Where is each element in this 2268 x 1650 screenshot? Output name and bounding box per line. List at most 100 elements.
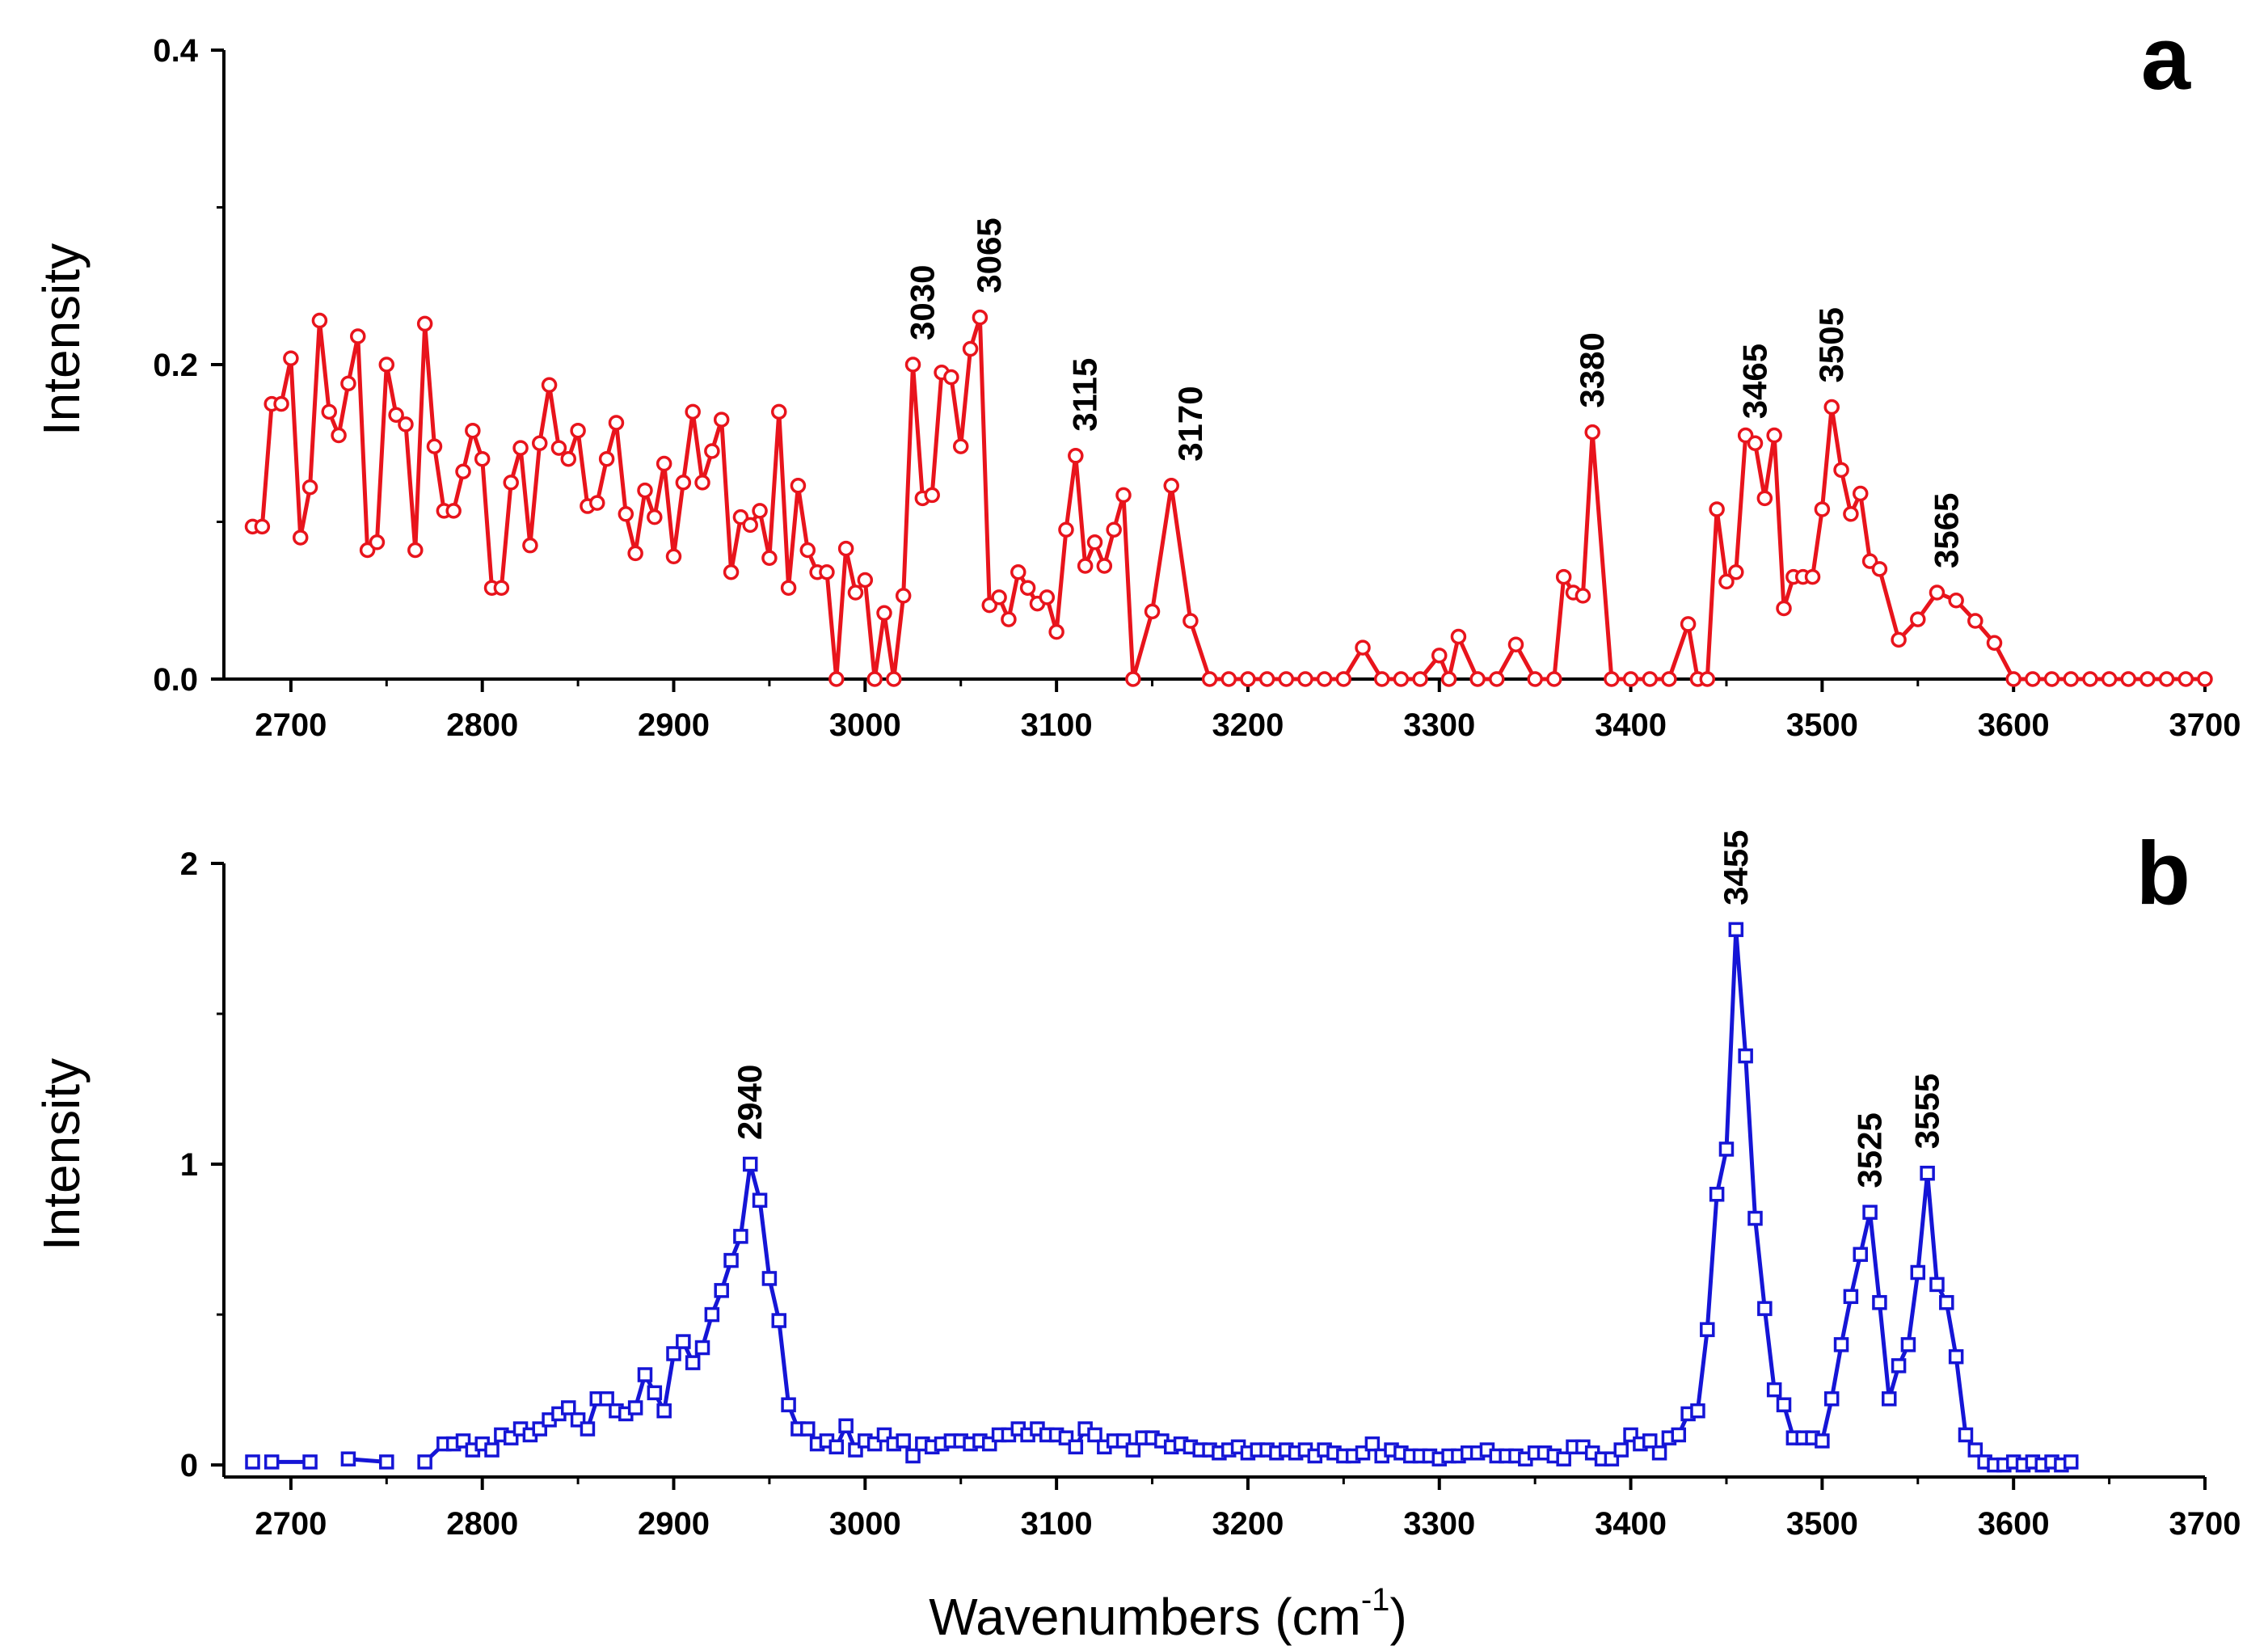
panel-b-x-tick-label: 3500 bbox=[1786, 1506, 1858, 1542]
panel-b-data-point bbox=[302, 1454, 318, 1470]
panel-b-data-point bbox=[1642, 1433, 1658, 1449]
panel-a-data-point bbox=[512, 440, 529, 456]
panel-a-x-tick-label: 3100 bbox=[1021, 707, 1093, 743]
panel-b-x-tick-label: 3300 bbox=[1403, 1506, 1475, 1542]
panel-a-data-point bbox=[1891, 631, 1907, 648]
panel-a-x-tick-label: 3600 bbox=[1978, 707, 2050, 743]
panel-a-data-point bbox=[627, 545, 643, 562]
panel-b-data-point bbox=[1958, 1427, 1974, 1443]
panel-b-data-point bbox=[771, 1313, 787, 1328]
panel-a-data-point bbox=[647, 509, 663, 525]
panel-b-x-tick-label: 3100 bbox=[1021, 1506, 1093, 1542]
panel-a-data-point bbox=[1010, 563, 1027, 580]
panel-b-data-point bbox=[714, 1283, 729, 1298]
panel-a-data-point bbox=[503, 475, 519, 491]
panel-a-data-point bbox=[474, 450, 491, 467]
panel-a-data-point bbox=[388, 407, 404, 423]
panel-b-data-point bbox=[1920, 1165, 1935, 1181]
panel-b-data-point bbox=[723, 1252, 739, 1268]
panel-a-data-point bbox=[493, 580, 510, 596]
panel-a-data-point bbox=[1604, 671, 1620, 687]
panel-b-data-point bbox=[742, 1156, 758, 1172]
panel-b-data-point bbox=[800, 1421, 816, 1437]
panel-b-data-point bbox=[1862, 1205, 1878, 1220]
panel-b-data-point bbox=[1900, 1337, 1916, 1352]
panel-a-data-point bbox=[991, 589, 1007, 606]
panel-a-data-point bbox=[1106, 521, 1122, 538]
panel-a-data-point bbox=[1115, 487, 1132, 504]
panel-a-data-point bbox=[1019, 580, 1036, 596]
panel-a-data-point bbox=[1546, 671, 1562, 687]
panel-b-data-point bbox=[1853, 1247, 1868, 1262]
panel-b-data-point bbox=[1690, 1403, 1705, 1419]
panel-a-data-point bbox=[819, 563, 835, 580]
panel-a-data-point bbox=[656, 455, 672, 472]
panel-a-data-point bbox=[1661, 671, 1677, 687]
panel-b-data-point bbox=[896, 1433, 911, 1449]
panel-a-data-point bbox=[1201, 671, 1218, 687]
panel-a-data-point bbox=[340, 375, 356, 392]
panel-a-y-tick-label: 0.2 bbox=[153, 348, 198, 383]
panel-b-data-point bbox=[666, 1346, 681, 1361]
panel-a-data-point bbox=[1699, 671, 1716, 687]
panel-a-data-point bbox=[1814, 501, 1831, 517]
panel-a-data-point bbox=[665, 548, 682, 565]
panel-a-chart: Intensity a 2700 2800 2900 3000 3100 3200 3300… bbox=[32, 9, 2241, 743]
panel-a-data-point bbox=[1507, 636, 1524, 652]
panel-a-data-point bbox=[1440, 671, 1457, 687]
panel-a-data-point bbox=[1776, 600, 1792, 617]
panel-a-data-point bbox=[675, 475, 692, 491]
panel-a-data-point bbox=[962, 340, 979, 357]
panel-a-x-tick-label: 2800 bbox=[446, 707, 518, 743]
panel-b-data-point bbox=[1757, 1301, 1773, 1316]
panel-a-data-point bbox=[321, 403, 337, 420]
panel-a-data-point bbox=[1833, 462, 1849, 479]
panel-a-data-point bbox=[704, 443, 720, 459]
panel-a-data-point bbox=[1642, 671, 1658, 687]
panel-a-data-point bbox=[2043, 671, 2060, 687]
panel-a-data-point bbox=[618, 506, 634, 522]
panel-a-data-point bbox=[799, 542, 816, 559]
panel-a-data-point bbox=[1258, 671, 1275, 687]
panel-a-data-point bbox=[1469, 671, 1486, 687]
panel-b-data-point bbox=[1766, 1382, 1782, 1398]
panel-a-data-point bbox=[1278, 671, 1295, 687]
panel-a-x-tick-label: 3000 bbox=[829, 707, 901, 743]
panel-a-data-point bbox=[972, 309, 989, 326]
panel-a-data-point bbox=[895, 588, 912, 604]
panel-b-y-axis-label: Intensity bbox=[32, 1058, 91, 1251]
panel-b-data-point bbox=[694, 1340, 710, 1356]
panel-a-data-point bbox=[369, 534, 386, 551]
panel-a-data-point bbox=[1986, 635, 2003, 652]
panel-a-peak-label: 3465 bbox=[1736, 344, 1774, 419]
panel-a-data-point bbox=[2120, 671, 2137, 687]
panel-b-data-point bbox=[656, 1403, 672, 1419]
panel-a-data-point bbox=[685, 403, 701, 420]
panel-a-peak-label: 3115 bbox=[1066, 358, 1104, 432]
panel-b-data-point bbox=[1910, 1264, 1926, 1281]
panel-b-data-point bbox=[1556, 1451, 1571, 1466]
panel-b-data-point bbox=[263, 1454, 280, 1470]
panel-a-data-point bbox=[790, 478, 807, 494]
panel-a-data-point bbox=[522, 537, 538, 554]
panel-a-data-point bbox=[1048, 623, 1064, 640]
panel-a-peak-label: 3065 bbox=[970, 217, 1008, 293]
panel-a-data-point bbox=[1039, 589, 1056, 606]
panel-a-data-point bbox=[311, 312, 328, 329]
panel-b-data-point bbox=[2063, 1454, 2079, 1470]
panel-b-data-point bbox=[1651, 1445, 1667, 1461]
panel-a-data-point bbox=[1412, 671, 1428, 687]
panel-b-data-point bbox=[1948, 1348, 1964, 1365]
panel-a-data-point bbox=[847, 584, 864, 601]
panel-a-data-point bbox=[876, 605, 892, 622]
panel-b-data-point bbox=[1068, 1439, 1084, 1455]
panel-a-data-point bbox=[1240, 671, 1256, 687]
panel-a-data-point bbox=[1823, 399, 1840, 416]
panel-a-series-line bbox=[252, 315, 2205, 682]
panel-a-peak-label: 3505 bbox=[1812, 307, 1850, 382]
panel-a-data-point bbox=[1871, 561, 1888, 577]
panel-a-data-point bbox=[426, 438, 443, 454]
panel-a-data-point bbox=[1489, 671, 1505, 687]
panel-a-data-point bbox=[1096, 558, 1113, 574]
panel-a-data-point bbox=[2025, 671, 2041, 687]
